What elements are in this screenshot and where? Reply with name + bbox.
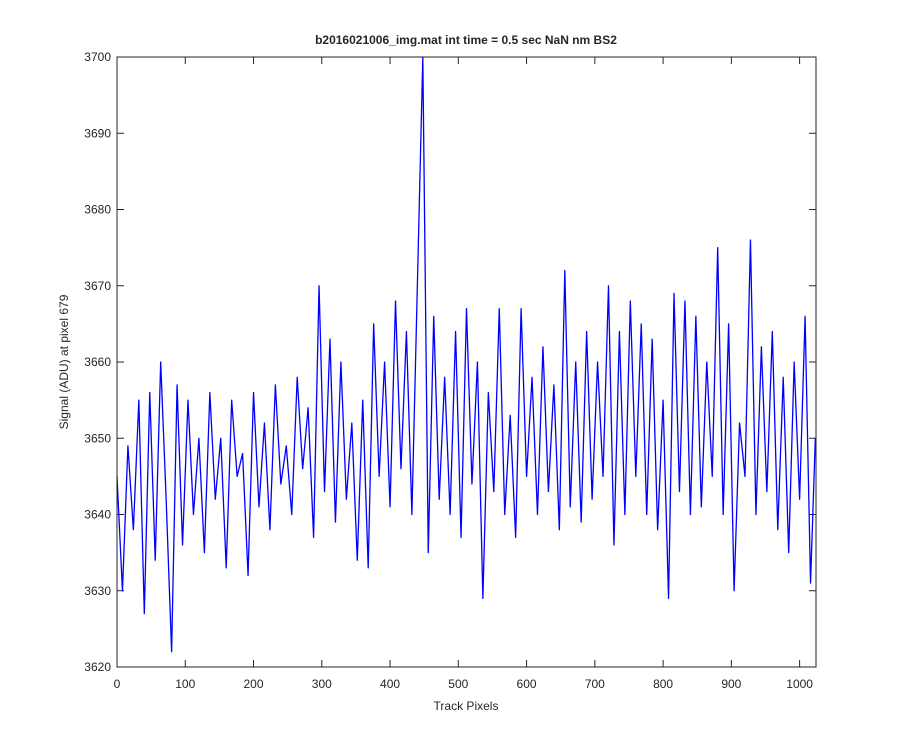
y-tick-label: 3640 <box>84 508 111 522</box>
x-tick-label: 300 <box>312 677 332 691</box>
y-tick-label: 3630 <box>84 584 111 598</box>
x-tick-label: 900 <box>721 677 741 691</box>
y-tick-label: 3670 <box>84 279 111 293</box>
x-tick-label: 400 <box>380 677 400 691</box>
y-tick-label: 3650 <box>84 431 111 445</box>
y-tick-label: 3620 <box>84 660 111 674</box>
data-line <box>116 56 816 653</box>
x-tick-label: 700 <box>585 677 605 691</box>
x-tick-label: 800 <box>653 677 673 691</box>
x-tick-label: 100 <box>175 677 195 691</box>
chart-title: b2016021006_img.mat int time = 0.5 sec N… <box>315 33 617 47</box>
y-tick-label: 3690 <box>84 126 111 140</box>
x-tick-label: 500 <box>448 677 468 691</box>
x-axis-label: Track Pixels <box>434 699 499 713</box>
y-tick-label: 3680 <box>84 203 111 217</box>
y-tick-label: 3660 <box>84 355 111 369</box>
x-tick-label: 200 <box>244 677 264 691</box>
y-tick-label: 3700 <box>84 50 111 64</box>
y-axis-label: Signal (ADU) at pixel 679 <box>57 294 71 429</box>
plot-frame <box>116 56 817 668</box>
x-tick-label: 600 <box>517 677 537 691</box>
x-tick-label: 1000 <box>786 677 813 691</box>
x-tick-label: 0 <box>114 677 121 691</box>
